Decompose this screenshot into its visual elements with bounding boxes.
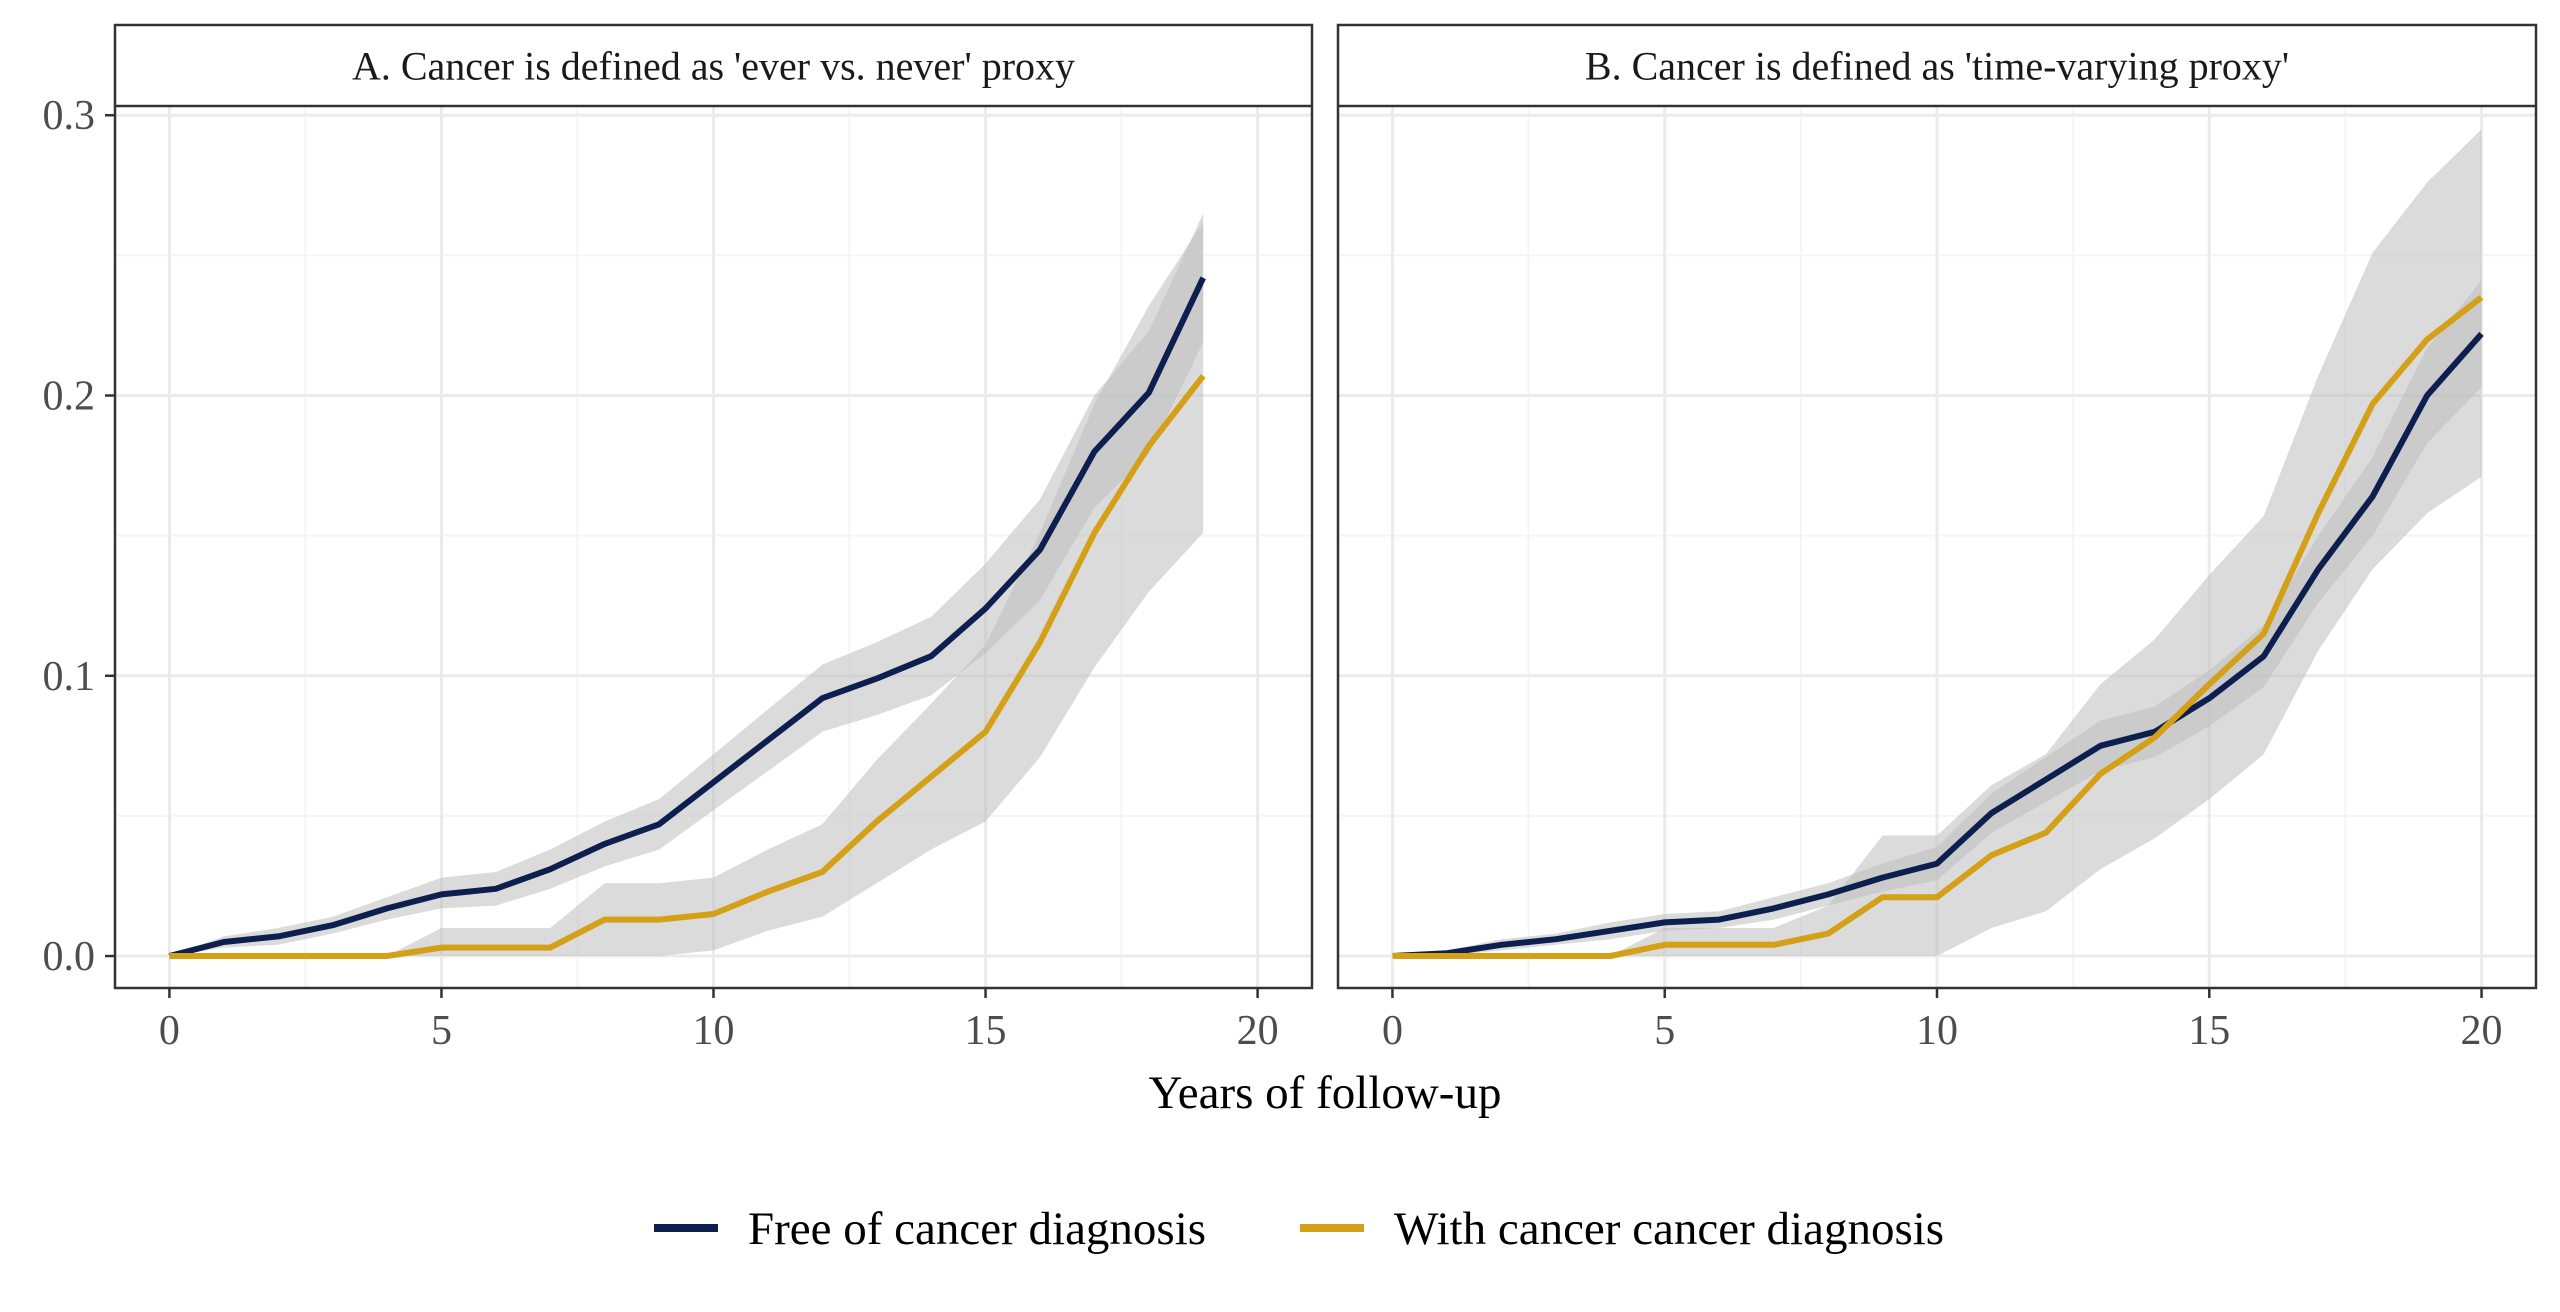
confidence-band-series-1	[169, 221, 1204, 957]
legend-label-free-of-cancer: Free of cancer diagnosis	[748, 1203, 1206, 1255]
legend: Free of cancer diagnosis With cancer can…	[654, 1203, 1944, 1255]
facet-strip-title: A. Cancer is defined as 'ever vs. never'…	[352, 44, 1075, 89]
x-tick-label: 15	[2188, 1008, 2230, 1054]
x-tick-label: 20	[1237, 1008, 1279, 1054]
x-tick-label: 5	[431, 1008, 452, 1054]
series-line-1	[169, 374, 1206, 959]
y-tick-label: 0.1	[43, 654, 96, 700]
series-line-0	[1392, 331, 2484, 959]
series-line-0	[168, 276, 1206, 959]
x-tick-label: 10	[693, 1008, 735, 1054]
legend-item-with: With cancer cancer diagnosis	[1300, 1203, 1944, 1255]
x-axis-title: Years of follow-up	[1149, 1067, 1502, 1119]
x-tick-label: 0	[1382, 1008, 1403, 1054]
series-line-1	[1392, 295, 2484, 959]
facet-panel-a: A. Cancer is defined as 'ever vs. never'…	[43, 23, 1314, 1054]
y-tick-label: 0.3	[43, 93, 96, 139]
x-tick-label: 10	[1916, 1008, 1958, 1054]
facet-strip-title: B. Cancer is defined as 'time-varying pr…	[1585, 44, 2289, 89]
x-tick-label: 0	[159, 1008, 180, 1054]
y-tick-label: 0.2	[43, 374, 96, 420]
confidence-band-series-1	[1392, 129, 2482, 957]
x-tick-label: 5	[1654, 1008, 1675, 1054]
x-tick-label: 20	[2461, 1008, 2503, 1054]
confidence-band-series-0	[169, 213, 1204, 957]
x-tick-label: 15	[965, 1008, 1007, 1054]
facet-panels: A. Cancer is defined as 'ever vs. never'…	[43, 23, 2538, 1054]
legend-item-free: Free of cancer diagnosis	[654, 1203, 1206, 1255]
facet-panel-b: B. Cancer is defined as 'time-varying pr…	[1336, 23, 2538, 1054]
legend-label-with-cancer: With cancer cancer diagnosis	[1394, 1203, 1944, 1255]
y-tick-label: 0.0	[43, 934, 96, 980]
